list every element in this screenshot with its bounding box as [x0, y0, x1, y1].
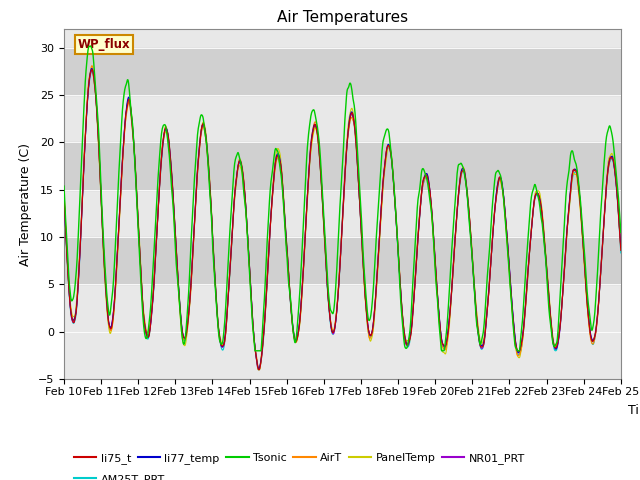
Y-axis label: Air Temperature (C): Air Temperature (C): [19, 143, 33, 265]
Bar: [64, 48, 621, 95]
X-axis label: Time: Time: [628, 404, 640, 417]
Text: WP_flux: WP_flux: [78, 38, 131, 51]
Bar: [64, 143, 621, 190]
Title: Air Temperatures: Air Temperatures: [277, 10, 408, 25]
Legend: AM25T_PRT: AM25T_PRT: [70, 469, 170, 480]
Bar: [64, 237, 621, 285]
